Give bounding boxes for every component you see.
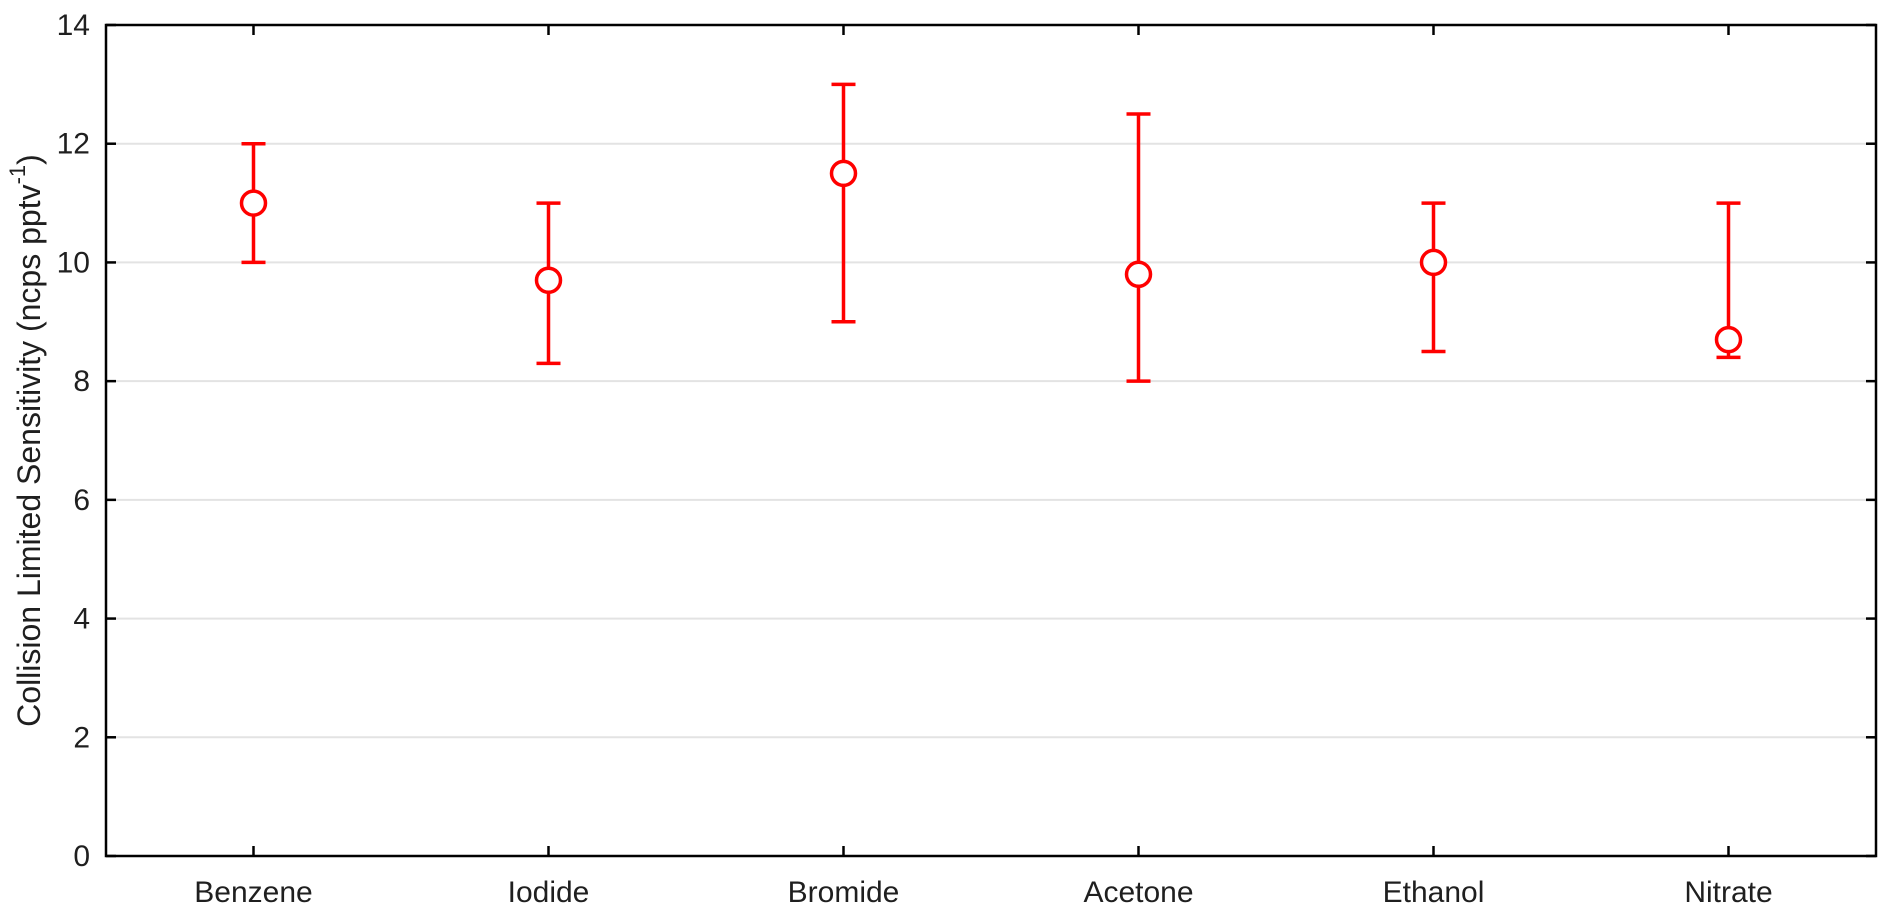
y-axis-tick-label-4: 4 xyxy=(73,603,90,636)
data-point-marker xyxy=(1714,325,1743,354)
x-axis-category-label: Acetone xyxy=(1083,876,1193,909)
data-point-marker xyxy=(239,189,268,217)
x-axis-category-label: Benzene xyxy=(194,876,312,909)
data-point-marker xyxy=(829,159,858,188)
y-axis-tick-label-10: 10 xyxy=(57,246,90,279)
data-point-marker xyxy=(1419,248,1448,277)
x-axis-category-label: Nitrate xyxy=(1684,876,1772,909)
y-axis-label: Collision Limited Sensitivity (ncps pptv… xyxy=(5,154,47,727)
x-axis-category-label: Iodide xyxy=(508,876,590,909)
y-axis-tick-label-8: 8 xyxy=(73,365,90,398)
x-axis-category-label: Bromide xyxy=(788,876,900,909)
y-axis-tick-label-0: 0 xyxy=(73,840,90,873)
x-axis-category-label: Ethanol xyxy=(1383,876,1485,909)
data-point-marker xyxy=(534,266,563,294)
y-axis-tick-label-12: 12 xyxy=(57,128,90,161)
plot-area-box xyxy=(104,23,1878,858)
y-axis-tick-label-6: 6 xyxy=(73,484,90,517)
y-axis-tick-label-2: 2 xyxy=(73,721,90,754)
y-axis-tick-label-14: 14 xyxy=(57,9,90,42)
data-point-marker xyxy=(1124,260,1153,289)
